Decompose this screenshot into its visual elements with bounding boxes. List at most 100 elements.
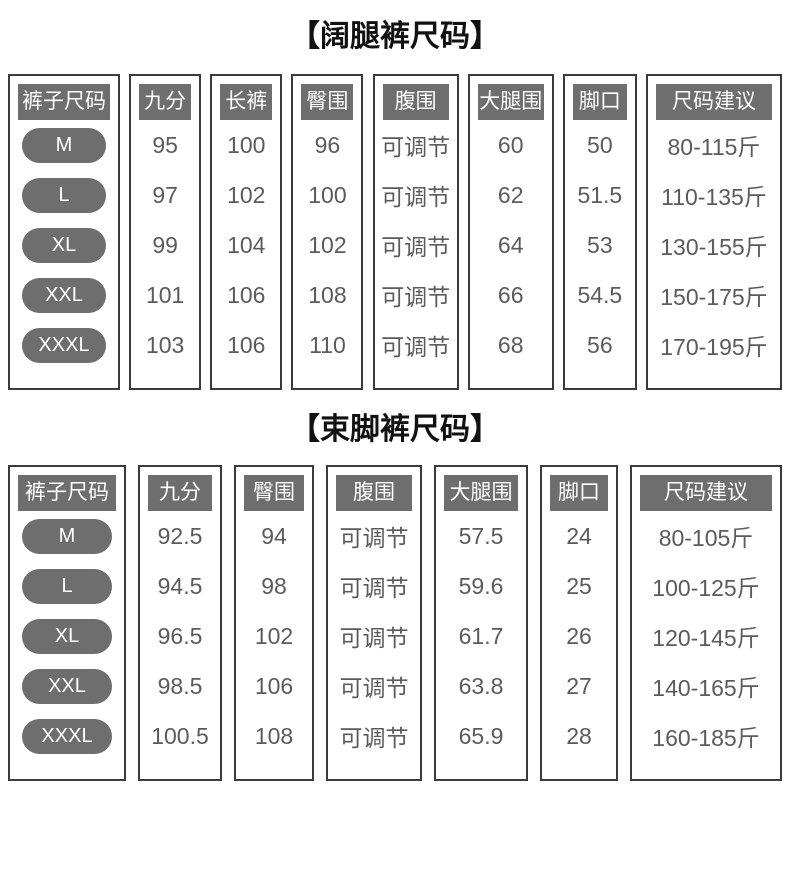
- table-column-full-length: 长裤 100 102 104 106 106: [210, 74, 283, 390]
- table-cell: 96.5: [157, 622, 203, 649]
- table-cell: 62: [497, 181, 524, 208]
- table-column-thigh: 大腿围 57.5 59.6 61.7 63.8 65.9: [434, 465, 528, 781]
- size-badge: L: [22, 568, 112, 604]
- table-cell: 60: [497, 131, 524, 158]
- table-cell: 130-155斤: [660, 234, 768, 260]
- column-header: 大腿围: [444, 475, 518, 511]
- column-header: 裤子尺码: [18, 84, 110, 120]
- table-cell: 94: [261, 522, 287, 549]
- table-column-hip: 臀围 94 98 102 106 108: [234, 465, 314, 781]
- table-cell: 80-105斤: [658, 525, 754, 551]
- table-cell: 110: [309, 331, 346, 358]
- table-cell: 可调节: [339, 525, 409, 551]
- table-cell: 102: [254, 622, 294, 649]
- table-cell: 104: [227, 231, 266, 258]
- column-header: 腹围: [336, 475, 412, 511]
- column-header: 长裤: [220, 84, 273, 120]
- table-cell: 150-175斤: [660, 284, 768, 310]
- table-cell: 101: [145, 281, 185, 308]
- table-cell: XXL: [10, 661, 124, 711]
- table-cell: 80-115斤: [667, 134, 761, 160]
- table-cell: XXXL: [10, 320, 118, 370]
- table-cell: 63.8: [458, 672, 504, 699]
- table-cell: 96: [314, 131, 341, 158]
- table-cell: 59.6: [458, 572, 504, 599]
- table-cell: 98: [261, 572, 287, 599]
- table-cell: 100: [227, 131, 266, 158]
- column-header: 九分: [139, 84, 192, 120]
- table-column-leg-opening: 脚口 50 51.5 53 54.5 56: [562, 74, 637, 390]
- table-column-leg-opening: 脚口 24 25 26 27 28: [540, 465, 618, 781]
- table-cell: 可调节: [381, 234, 451, 260]
- table-cell: 140-165斤: [652, 675, 760, 701]
- size-badge: XXL: [22, 668, 112, 704]
- table-column-cropped-length: 九分 92.5 94.5 96.5 98.5 100.5: [138, 465, 222, 781]
- table-cell: 50: [587, 131, 613, 158]
- table-cell: 110-135斤: [661, 184, 767, 210]
- table-cell: 92.5: [157, 522, 203, 549]
- size-table-wide-leg-pants: 裤子尺码 M L XL XXL XXXL 九分 95 97 99 101 103…: [0, 74, 790, 390]
- table-cell: 26: [566, 622, 592, 649]
- table-cell: XXXL: [10, 711, 124, 761]
- column-header: 九分: [148, 475, 212, 511]
- size-badge: XXXL: [22, 718, 112, 754]
- table-cell: L: [10, 170, 118, 220]
- table-cell: 120-145斤: [652, 625, 760, 651]
- table-cell: 97: [152, 181, 178, 208]
- table-cell: 可调节: [381, 334, 451, 360]
- table-column-size-recommendation: 尺码建议 80-105斤 100-125斤 120-145斤 140-165斤 …: [630, 465, 782, 781]
- table-cell: 100.5: [151, 722, 209, 749]
- table-column-thigh: 大腿围 60 62 64 66 68: [467, 74, 554, 390]
- table-column-hip: 臀围 96 100 102 108 110: [291, 74, 364, 390]
- table-cell: L: [10, 561, 124, 611]
- table-cell: 53: [587, 231, 613, 258]
- table-cell: 106: [227, 281, 266, 308]
- column-header: 腹围: [382, 84, 449, 120]
- table-cell: XXL: [10, 270, 118, 320]
- table-cell: 95: [152, 131, 178, 158]
- table-cell: 98.5: [157, 672, 203, 699]
- table-cell: 100: [308, 181, 347, 208]
- table-cell: 56: [587, 331, 613, 358]
- table-cell: 28: [566, 722, 592, 749]
- size-table-jogger-pants: 裤子尺码 M L XL XXL XXXL 九分 92.5 94.5 96.5 9…: [0, 465, 790, 781]
- table-cell: 可调节: [381, 134, 451, 160]
- column-header: 裤子尺码: [18, 475, 116, 511]
- size-badge: M: [22, 127, 106, 163]
- table-cell: 160-185斤: [652, 725, 760, 751]
- table-cell: 68: [497, 331, 524, 358]
- table-cell: 27: [566, 672, 592, 699]
- size-chart-page: 【阔腿裤尺码】 裤子尺码 M L XL XXL XXXL 九分 95 97 99…: [0, 22, 790, 877]
- column-header: 脚口: [550, 475, 608, 511]
- table-cell: 64: [497, 231, 524, 258]
- table-cell: 102: [308, 231, 347, 258]
- table-cell: 可调节: [339, 575, 409, 601]
- table-column-waist: 腹围 可调节 可调节 可调节 可调节 可调节: [372, 74, 459, 390]
- table-cell: 108: [308, 281, 347, 308]
- size-badge: XL: [22, 618, 112, 654]
- table-cell: 可调节: [381, 184, 451, 210]
- size-badge: XXL: [22, 277, 106, 313]
- table-cell: 24: [566, 522, 592, 549]
- table-cell: 108: [254, 722, 294, 749]
- table-cell: 106: [227, 331, 266, 358]
- table-cell: 103: [145, 331, 185, 358]
- size-badge: XL: [22, 227, 106, 263]
- column-header: 大腿围: [477, 84, 544, 120]
- size-badge: XXXL: [22, 327, 106, 363]
- table-cell: 102: [227, 181, 266, 208]
- table-cell: 54.5: [577, 281, 623, 308]
- table-cell: 57.5: [458, 522, 504, 549]
- section-title-wide-leg-pants: 【阔腿裤尺码】: [290, 20, 500, 53]
- table-cell: 94.5: [157, 572, 203, 599]
- section-title-jogger-pants: 【束脚裤尺码】: [290, 413, 500, 446]
- column-header: 尺码建议: [640, 475, 772, 511]
- table-cell: 66: [497, 281, 524, 308]
- table-column-waist: 腹围 可调节 可调节 可调节 可调节 可调节: [326, 465, 422, 781]
- table-cell: 106: [254, 672, 294, 699]
- table-cell: 170-195斤: [660, 334, 768, 360]
- table-cell: 65.9: [458, 722, 504, 749]
- column-header: 臀围: [301, 84, 354, 120]
- table-cell: M: [10, 120, 118, 170]
- table-cell: 可调节: [381, 284, 451, 310]
